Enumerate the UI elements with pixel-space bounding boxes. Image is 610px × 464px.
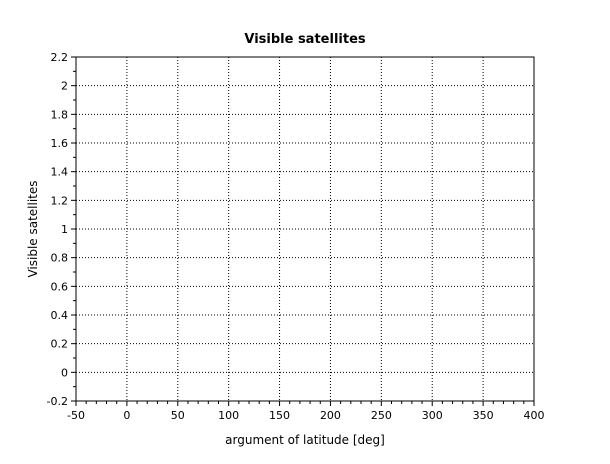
y-tick-labels: -0.2 0 0.2 0.4 0.6 0.8 1 1.2 1.4 1.6 1.8 2 2.2 [47, 51, 68, 408]
x-tick-label: 300 [422, 409, 443, 422]
y-tick-label: 0.6 [51, 280, 69, 293]
y-tick-label: -0.2 [47, 395, 68, 408]
x-tick-label: -50 [67, 409, 85, 422]
y-tick-label: 2 [61, 80, 68, 93]
y-tick-label: 0 [61, 366, 68, 379]
y-tick-label: 0.8 [51, 252, 69, 265]
grid-lines [76, 57, 534, 401]
x-tick-label: 400 [524, 409, 545, 422]
x-tick-label: 150 [269, 409, 290, 422]
y-tick-label: 1.8 [51, 108, 69, 121]
y-tick-label: 1.6 [51, 137, 69, 150]
x-axis-label: argument of latitude [deg] [225, 433, 385, 447]
y-tick-label: 1.2 [51, 194, 69, 207]
y-tick-label: 1 [61, 223, 68, 236]
chart-title: Visible satellites [244, 32, 366, 47]
x-tick-labels: -50 0 50 100 150 200 250 300 350 400 [67, 409, 544, 422]
x-tick-label: 0 [123, 409, 130, 422]
y-tick-label: 2.2 [51, 51, 69, 64]
x-tick-label: 200 [320, 409, 341, 422]
tick-marks [71, 56, 535, 406]
y-tick-label: 1.4 [51, 166, 69, 179]
y-tick-label: 0.4 [51, 309, 69, 322]
x-tick-label: 250 [371, 409, 392, 422]
x-tick-label: 350 [473, 409, 494, 422]
y-axis-label: Visible satellites [26, 180, 40, 277]
x-tick-label: 100 [218, 409, 239, 422]
y-tick-label: 0.2 [51, 338, 69, 351]
x-tick-label: 50 [171, 409, 185, 422]
